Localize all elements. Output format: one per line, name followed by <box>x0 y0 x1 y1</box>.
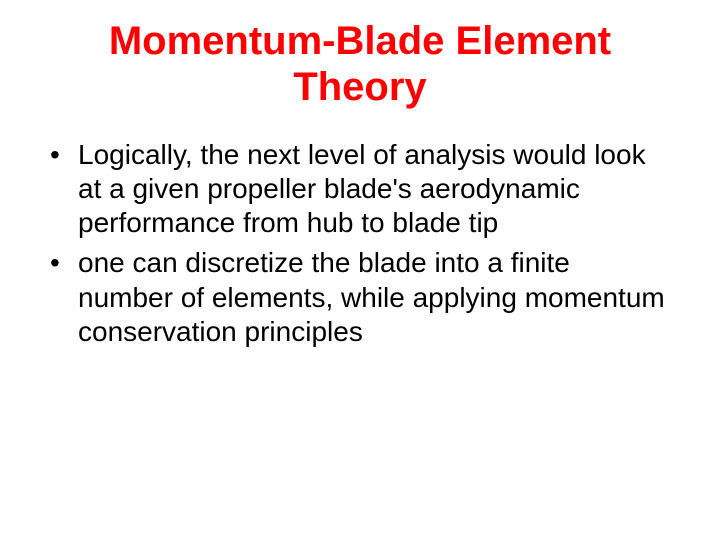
slide-title: Momentum-Blade Element Theory <box>40 18 680 110</box>
bullet-item: Logically, the next level of analysis wo… <box>50 138 670 240</box>
bullet-list: Logically, the next level of analysis wo… <box>40 138 680 349</box>
slide: Momentum-Blade Element Theory Logically,… <box>0 0 720 540</box>
bullet-item: one can discretize the blade into a fini… <box>50 246 670 348</box>
